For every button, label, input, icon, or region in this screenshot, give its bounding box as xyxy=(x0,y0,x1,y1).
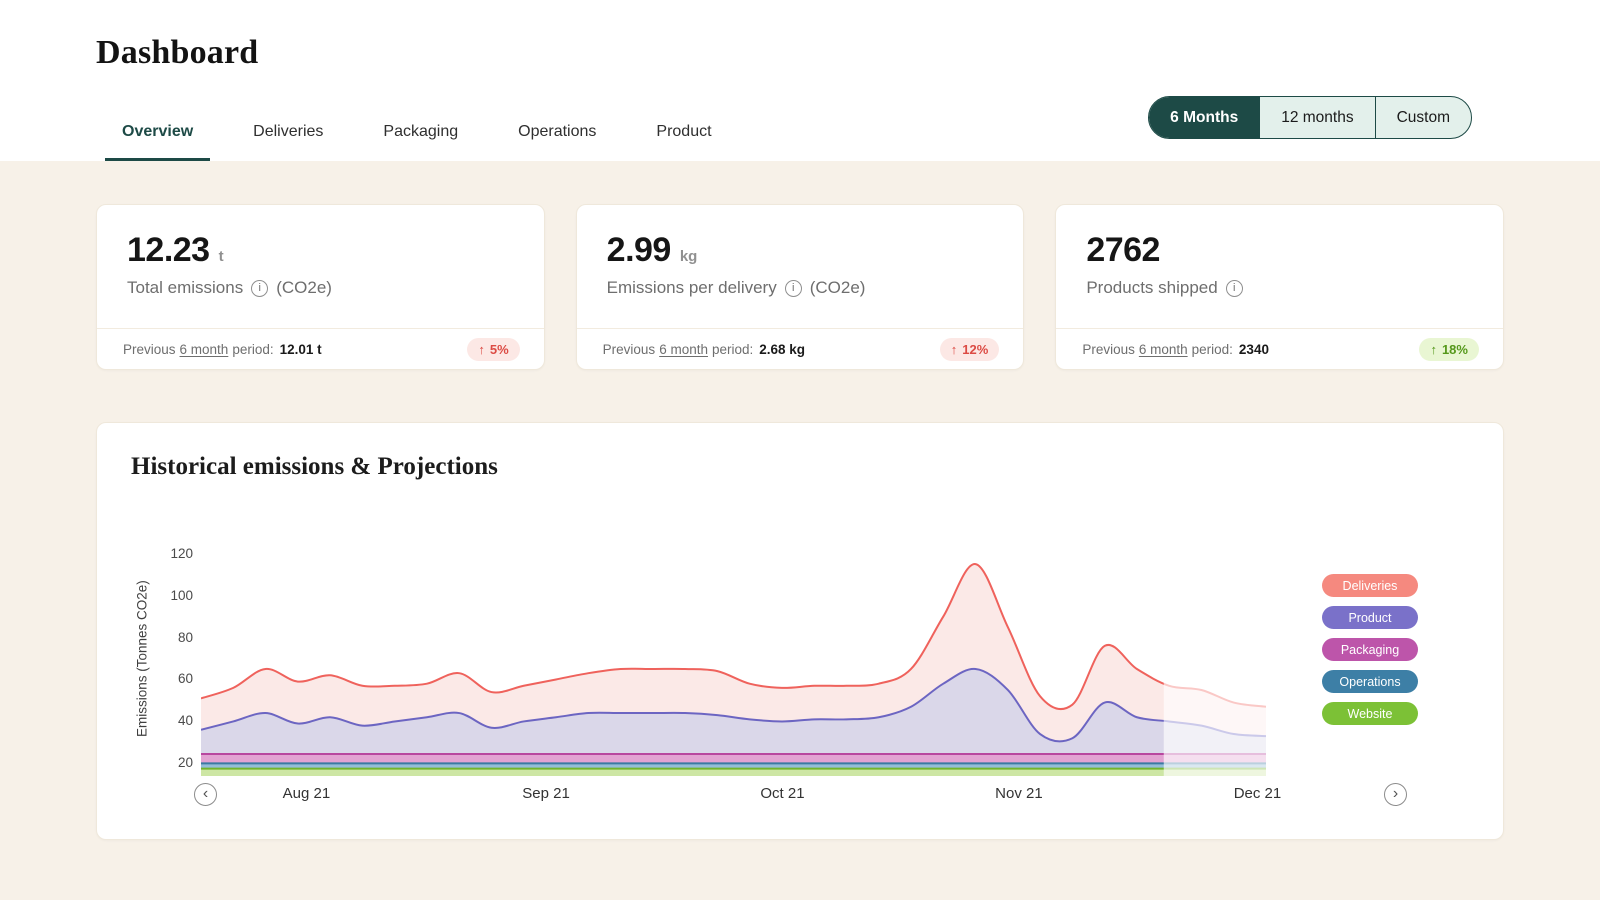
trend-percent: 5% xyxy=(489,341,509,357)
tab-packaging[interactable]: Packaging xyxy=(383,123,459,140)
info-icon[interactable]: i xyxy=(251,279,269,297)
footer-previous-value: 12.01 t xyxy=(279,341,322,357)
series-line-deliveries xyxy=(201,563,1266,711)
trend-percent: 18% xyxy=(1441,341,1468,357)
y-axis-ticks: 120 100 80 60 40 20 xyxy=(97,541,193,776)
legend-website[interactable]: Website xyxy=(1322,702,1418,725)
stat-label-suffix: (CO2e) xyxy=(809,278,866,297)
projection-overlay xyxy=(1163,541,1266,776)
series-area-website xyxy=(201,768,1266,776)
chart-title: Historical emissions & Projections xyxy=(131,453,498,480)
stat-label: Total emissions xyxy=(127,278,244,297)
header: Dashboard Overview Deliveries Packaging … xyxy=(0,0,1600,161)
trend-badge: ↑ 18% xyxy=(1419,337,1479,361)
footer-mid: period: xyxy=(1191,341,1233,357)
legend-deliveries[interactable]: Deliveries xyxy=(1322,574,1418,597)
stat-card-emissions-per-delivery: 2.99 kg Emissions per delivery i (CO2e) … xyxy=(575,204,1025,370)
info-icon[interactable]: i xyxy=(1225,279,1243,297)
stat-card-total-emissions: 12.23 t Total emissions i (CO2e) Previou… xyxy=(96,204,545,370)
x-tick-label: Oct 21 xyxy=(760,785,805,802)
range-custom-button[interactable]: Custom xyxy=(1374,97,1471,138)
stat-cards-row: 12.23 t Total emissions i (CO2e) Previou… xyxy=(96,204,1504,370)
stat-card-products-shipped: 2762 Products shipped i Previous 6 month… xyxy=(1055,204,1504,370)
y-tick-label: 60 xyxy=(177,671,193,687)
y-tick-label: 40 xyxy=(177,713,193,729)
stat-value: 2762 xyxy=(1086,231,1160,269)
legend-operations[interactable]: Operations xyxy=(1322,670,1418,693)
x-tick-label: Aug 21 xyxy=(282,785,331,802)
range-6-months-button[interactable]: 6 Months xyxy=(1149,97,1260,138)
footer-mid: period: xyxy=(711,341,754,357)
trend-up-arrow-icon: ↑ xyxy=(950,341,958,357)
stat-value-row: 12.23 t xyxy=(127,231,514,270)
trend-badge: ↑ 5% xyxy=(467,337,520,361)
footer-prefix: Previous xyxy=(602,341,656,357)
tab-product[interactable]: Product xyxy=(656,123,712,140)
stat-label-row: Emissions per delivery i (CO2e) xyxy=(607,278,994,298)
y-tick-label: 20 xyxy=(177,755,193,771)
range-12-months-button[interactable]: 12 months xyxy=(1259,97,1374,138)
trend-up-arrow-icon: ↑ xyxy=(478,341,485,357)
stat-label: Emissions per delivery xyxy=(606,278,777,297)
footer-period-link[interactable]: 6 month xyxy=(1138,341,1188,357)
dashboard-body: 12.23 t Total emissions i (CO2e) Previou… xyxy=(0,161,1600,840)
y-tick-label: 100 xyxy=(170,587,193,603)
series-area-product xyxy=(201,668,1266,776)
legend-product[interactable]: Product xyxy=(1322,606,1418,629)
emissions-area-chart xyxy=(201,541,1266,776)
x-tick-label: Nov 21 xyxy=(995,785,1043,802)
footer-period-link[interactable]: 6 month xyxy=(659,341,708,357)
y-tick-label: 80 xyxy=(177,629,193,645)
x-axis-labels: Aug 21 Sep 21 Oct 21 Nov 21 Dec 21 xyxy=(201,785,1282,807)
y-tick-label: 120 xyxy=(170,545,193,561)
x-tick-label: Dec 21 xyxy=(1233,785,1282,802)
historical-emissions-chart-card: Historical emissions & Projections Emiss… xyxy=(96,422,1504,840)
legend-packaging[interactable]: Packaging xyxy=(1322,638,1418,661)
stat-card-footer: Previous 6 month period: 2340 ↑ 18% xyxy=(1056,328,1503,369)
chart-legend: Deliveries Product Packaging Operations … xyxy=(1322,574,1418,725)
stat-label-row: Products shipped i xyxy=(1086,278,1473,298)
stat-label-row: Total emissions i (CO2e) xyxy=(127,278,514,298)
trend-up-arrow-icon: ↑ xyxy=(1430,341,1437,357)
trend-percent: 12% xyxy=(962,341,989,357)
stat-label: Products shipped xyxy=(1086,278,1218,297)
time-range-toggle: 6 Months 12 months Custom xyxy=(1148,96,1472,139)
stat-unit: kg xyxy=(679,248,698,265)
stat-value-row: 2762 xyxy=(1086,231,1473,270)
tab-deliveries[interactable]: Deliveries xyxy=(253,123,324,140)
series-line-product xyxy=(201,667,1266,743)
stat-value: 12.23 xyxy=(127,231,210,269)
info-icon[interactable]: i xyxy=(784,279,802,297)
chart-prev-button[interactable]: ‹ xyxy=(194,783,217,806)
chart-next-button[interactable]: › xyxy=(1384,783,1407,806)
trend-badge: ↑ 12% xyxy=(939,337,1000,361)
stat-label-suffix: (CO2e) xyxy=(276,278,332,297)
footer-previous-value: 2.68 kg xyxy=(759,341,806,357)
tab-operations[interactable]: Operations xyxy=(518,123,597,140)
stat-unit: t xyxy=(218,248,224,265)
stat-value: 2.99 xyxy=(606,231,672,269)
page-title: Dashboard xyxy=(96,34,259,71)
stat-card-footer: Previous 6 month period: 12.01 t ↑ 5% xyxy=(97,328,544,369)
footer-mid: period: xyxy=(232,341,274,357)
footer-prefix: Previous xyxy=(1082,341,1135,357)
tab-bar: Overview Deliveries Packaging Operations… xyxy=(105,123,729,161)
footer-period-link[interactable]: 6 month xyxy=(179,341,229,357)
stat-value-row: 2.99 kg xyxy=(607,231,994,270)
stat-card-footer: Previous 6 month period: 2.68 kg ↑ 12% xyxy=(576,328,1024,369)
footer-previous-value: 2340 xyxy=(1238,341,1269,357)
tab-overview[interactable]: Overview xyxy=(105,123,211,161)
x-tick-label: Sep 21 xyxy=(522,785,570,802)
footer-prefix: Previous xyxy=(123,341,176,357)
